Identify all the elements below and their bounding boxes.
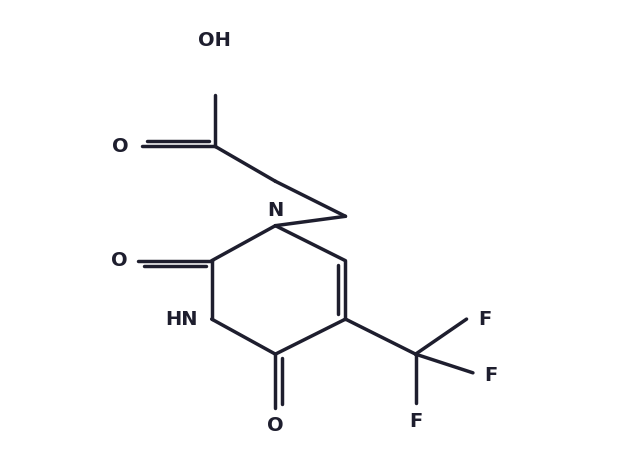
Text: O: O bbox=[267, 416, 284, 435]
Text: F: F bbox=[409, 412, 422, 431]
Text: O: O bbox=[112, 137, 129, 156]
Text: F: F bbox=[478, 310, 492, 329]
Text: F: F bbox=[484, 366, 498, 384]
Text: N: N bbox=[268, 201, 284, 220]
Text: HN: HN bbox=[165, 310, 198, 329]
Text: OH: OH bbox=[198, 31, 231, 50]
Text: O: O bbox=[111, 251, 127, 270]
